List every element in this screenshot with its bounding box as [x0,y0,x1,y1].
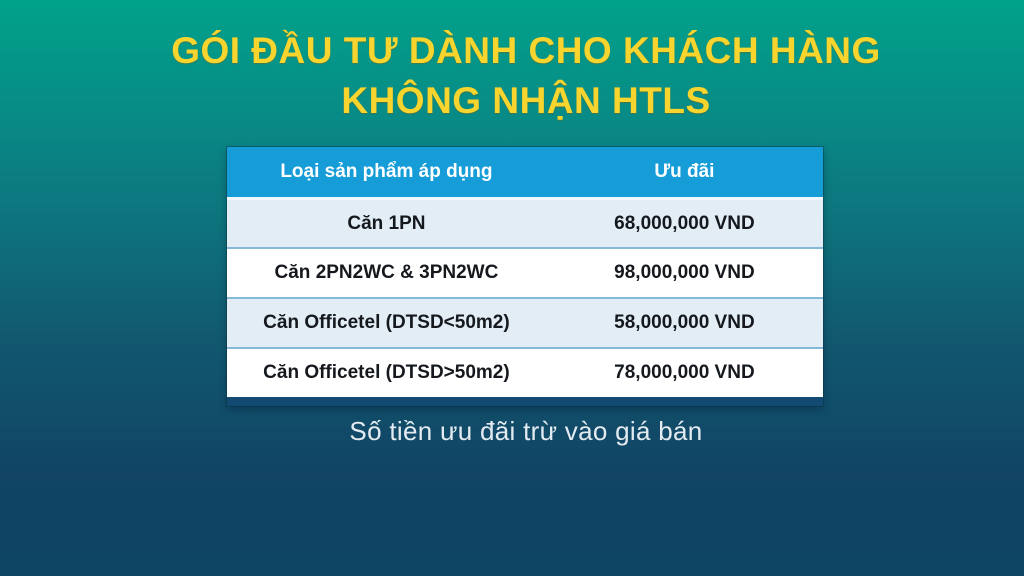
product-cell: Căn 1PN [347,212,426,234]
offer-cell: 78,000,000 VND [614,362,755,383]
title-line-2: KHÔNG NHẬN HTLS [341,80,711,121]
product-cell: Căn Officetel (DTSD<50m2) [263,312,510,333]
product-cell: Căn Officetel (DTSD>50m2) [263,362,510,383]
header-cell-product: Loại sản phẩm áp dụng [280,161,493,182]
header-cell-offer: Ưu đãi [654,161,715,182]
table-row: Căn Officetel (DTSD>50m2) 78,000,000 VND [227,347,823,397]
table-row: Căn 2PN2WC & 3PN2WC 98,000,000 VND [227,247,823,297]
table-row: Căn Officetel (DTSD<50m2) 58,000,000 VND [227,297,823,347]
product-cell: Căn 2PN2WC & 3PN2WC [274,262,499,283]
table-bottom-border [227,397,823,406]
title-line-1: GÓI ĐẦU TƯ DÀNH CHO KHÁCH HÀNG [171,30,881,71]
footer-note: Số tiền ưu đãi trừ vào giá bán [349,416,703,446]
price-table: Loại sản phẩm áp dụng Ưu đãi Căn 1PN 68,… [227,147,823,406]
table-row: Căn 1PN 68,000,000 VND [227,197,823,247]
slide-title: GÓI ĐẦU TƯ DÀNH CHO KHÁCH HÀNG KHÔNG NHẬ… [14,26,1024,126]
table-header-row: Loại sản phẩm áp dụng Ưu đãi [227,147,823,197]
offer-cell: 58,000,000 VND [614,312,755,333]
offer-cell: 98,000,000 VND [614,262,755,283]
offer-cell: 68,000,000 VND [614,212,755,234]
